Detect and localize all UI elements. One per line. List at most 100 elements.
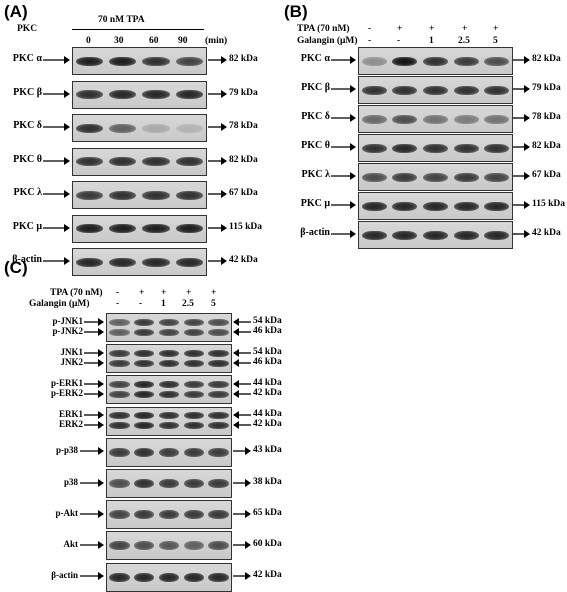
panel-a-blot-lane-2	[109, 190, 137, 200]
panel-a-time-90: 90	[178, 36, 188, 46]
panel-a-blot-lane-1	[75, 123, 104, 133]
panel-c-row-label: p-Akt	[55, 507, 78, 518]
panel-c-blot-lane-1	[109, 479, 130, 488]
panel-b-kda-arrow	[513, 201, 530, 209]
panel-c-kda-label: 54 kDa	[253, 315, 282, 326]
panel-c-blot-lane-3-band-1	[158, 412, 180, 420]
panel-b-row-arrow	[331, 201, 356, 209]
panel-a-kda-label: 115 kDa	[229, 221, 262, 232]
panel-a-row-arrow	[43, 190, 70, 198]
panel-a-corner-label: PKC	[17, 24, 38, 34]
panel-c-blot-lane-3	[158, 447, 180, 457]
panel-c-row-label: p-JNK1	[52, 315, 83, 326]
panel-c-blot	[106, 313, 232, 342]
panel-b-blot-lane-2	[392, 114, 418, 124]
panel-c-row-label: ERK1	[58, 409, 83, 420]
panel-a-blot-lane-2	[109, 56, 137, 66]
panel-b-tpa-sign: -	[368, 24, 372, 34]
panel-a-blot-lane-4	[175, 90, 203, 99]
panel-c-blot-lane-5-band-1	[208, 318, 229, 326]
panel-b-blot-lane-5	[484, 230, 510, 240]
panel-a-row-label: PKC θ	[13, 153, 42, 165]
panel-b-blot	[358, 221, 513, 249]
panel-c-blot-lane-1-band-1	[109, 412, 130, 420]
panel-c-blot-lane-1-band-2	[109, 391, 130, 399]
panel-b-blot-lane-2	[392, 143, 418, 153]
panel-c-row-label: p-JNK2	[52, 325, 83, 336]
panel-c-blot-lane-3	[158, 572, 180, 582]
panel-b-row-label: PKC α	[300, 53, 330, 64]
panel-b-row-label: β-actin	[300, 227, 330, 238]
panel-b-galangin-value: 5	[493, 36, 498, 46]
panel-c-row-arrow	[84, 327, 104, 336]
panel-a-blot-lane-1	[75, 190, 104, 200]
panel-a-row-label: PKC α	[12, 53, 42, 64]
panel-c-blot-lane-5-band-2	[208, 360, 229, 368]
panel-c-blot-lane-5-band-1	[208, 349, 229, 357]
panel-b-blot-lane-2	[392, 172, 418, 182]
panel-c-kda-label: 44 kDa	[253, 377, 282, 388]
panel-a-kda-arrow	[208, 223, 227, 232]
panel-c-kda-label: 60 kDa	[253, 538, 282, 549]
panel-c-blot-lane-4	[183, 479, 204, 488]
panel-a-kda-arrow	[208, 123, 227, 131]
panel-a-blot	[72, 114, 207, 142]
panel-c-blot-lane-5	[208, 541, 229, 551]
panel-b-tpa-sign: +	[493, 24, 499, 34]
panel-a-blot-lane-2	[109, 157, 137, 166]
panel-c-kda-label: 42 kDa	[253, 570, 282, 581]
panel-b-blot-lane-5	[484, 201, 510, 211]
panel-c-blot-lane-5-band-2	[208, 328, 229, 336]
panel-b-galangin-value: -	[368, 36, 372, 46]
panel-b-row-arrow	[331, 56, 356, 64]
panel-c-letter: (C)	[4, 258, 28, 277]
panel-b-kda-label: 67 kDa	[532, 170, 561, 180]
panel-b-blot-lane-5	[484, 56, 510, 66]
panel-c-kda-label: 38 kDa	[253, 476, 282, 487]
panel-c-blot-lane-1	[109, 572, 130, 582]
panel-c-blot-lane-3-band-2	[158, 328, 180, 336]
panel-b-blot-lane-3	[422, 230, 449, 240]
panel-a-blot-lane-4	[175, 257, 203, 267]
panel-c-blot-lane-3-band-1	[158, 380, 180, 388]
panel-c-row-label: β-actin	[51, 570, 78, 581]
panel-a-blot-lane-4	[175, 123, 203, 133]
panel-b-blot-lane-3	[422, 114, 449, 124]
panel-a-blot-lane-3	[142, 157, 170, 166]
panel-b-kda-label: 42 kDa	[532, 228, 561, 238]
panel-a-blot	[72, 181, 207, 209]
panel-a-blot-lane-1	[75, 224, 104, 233]
panel-a-time-30: 30	[114, 36, 124, 46]
panel-b-galangin-value: -	[397, 36, 401, 46]
panel-c-blot-lane-1-band-1	[109, 380, 130, 388]
panel-a-row-arrow	[43, 223, 70, 232]
panel-a-kda-arrow	[208, 89, 227, 98]
panel-a-kda-arrow	[208, 156, 227, 165]
panel-a-blot-lane-2	[109, 224, 137, 233]
panel-b-blot-lane-1	[361, 56, 387, 66]
panel-c-blot-lane-2-band-1	[134, 349, 155, 357]
panel-c-tpa-sign: +	[161, 288, 167, 298]
panel-b-blot-lane-3	[422, 85, 449, 95]
panel-c-galangin-value: 1	[161, 299, 166, 309]
panel-c-kda-arrow	[233, 509, 251, 518]
panel-c-galangin-value: -	[116, 299, 120, 309]
panel-c-row-label: p-ERK1	[50, 377, 83, 388]
panel-c-tpa-sign: +	[139, 288, 145, 298]
panel-a-letter: (A)	[4, 2, 28, 21]
panel-b-blot-lane-5	[484, 143, 510, 153]
panel-b-row-arrow	[331, 143, 356, 151]
panel-b-galangin-label: Galangin (μM)	[297, 36, 358, 46]
panel-b-blot	[358, 47, 513, 75]
panel-b-row-arrow	[331, 114, 356, 122]
panel-a-blot	[72, 47, 207, 75]
panel-c-row-arrow	[84, 411, 104, 420]
panel-b-row-arrow	[331, 230, 356, 238]
panel-c-galangin-label: Galangin (μM)	[29, 299, 90, 309]
panel-c-galangin-value: 2.5	[182, 299, 194, 309]
panel-c-row-arrow	[84, 389, 104, 398]
panel-c-blot-lane-3-band-2	[158, 360, 180, 368]
panel-c-blot	[106, 469, 232, 498]
panel-c-row-arrow	[80, 509, 104, 518]
panel-b-blot-lane-1	[361, 143, 387, 153]
